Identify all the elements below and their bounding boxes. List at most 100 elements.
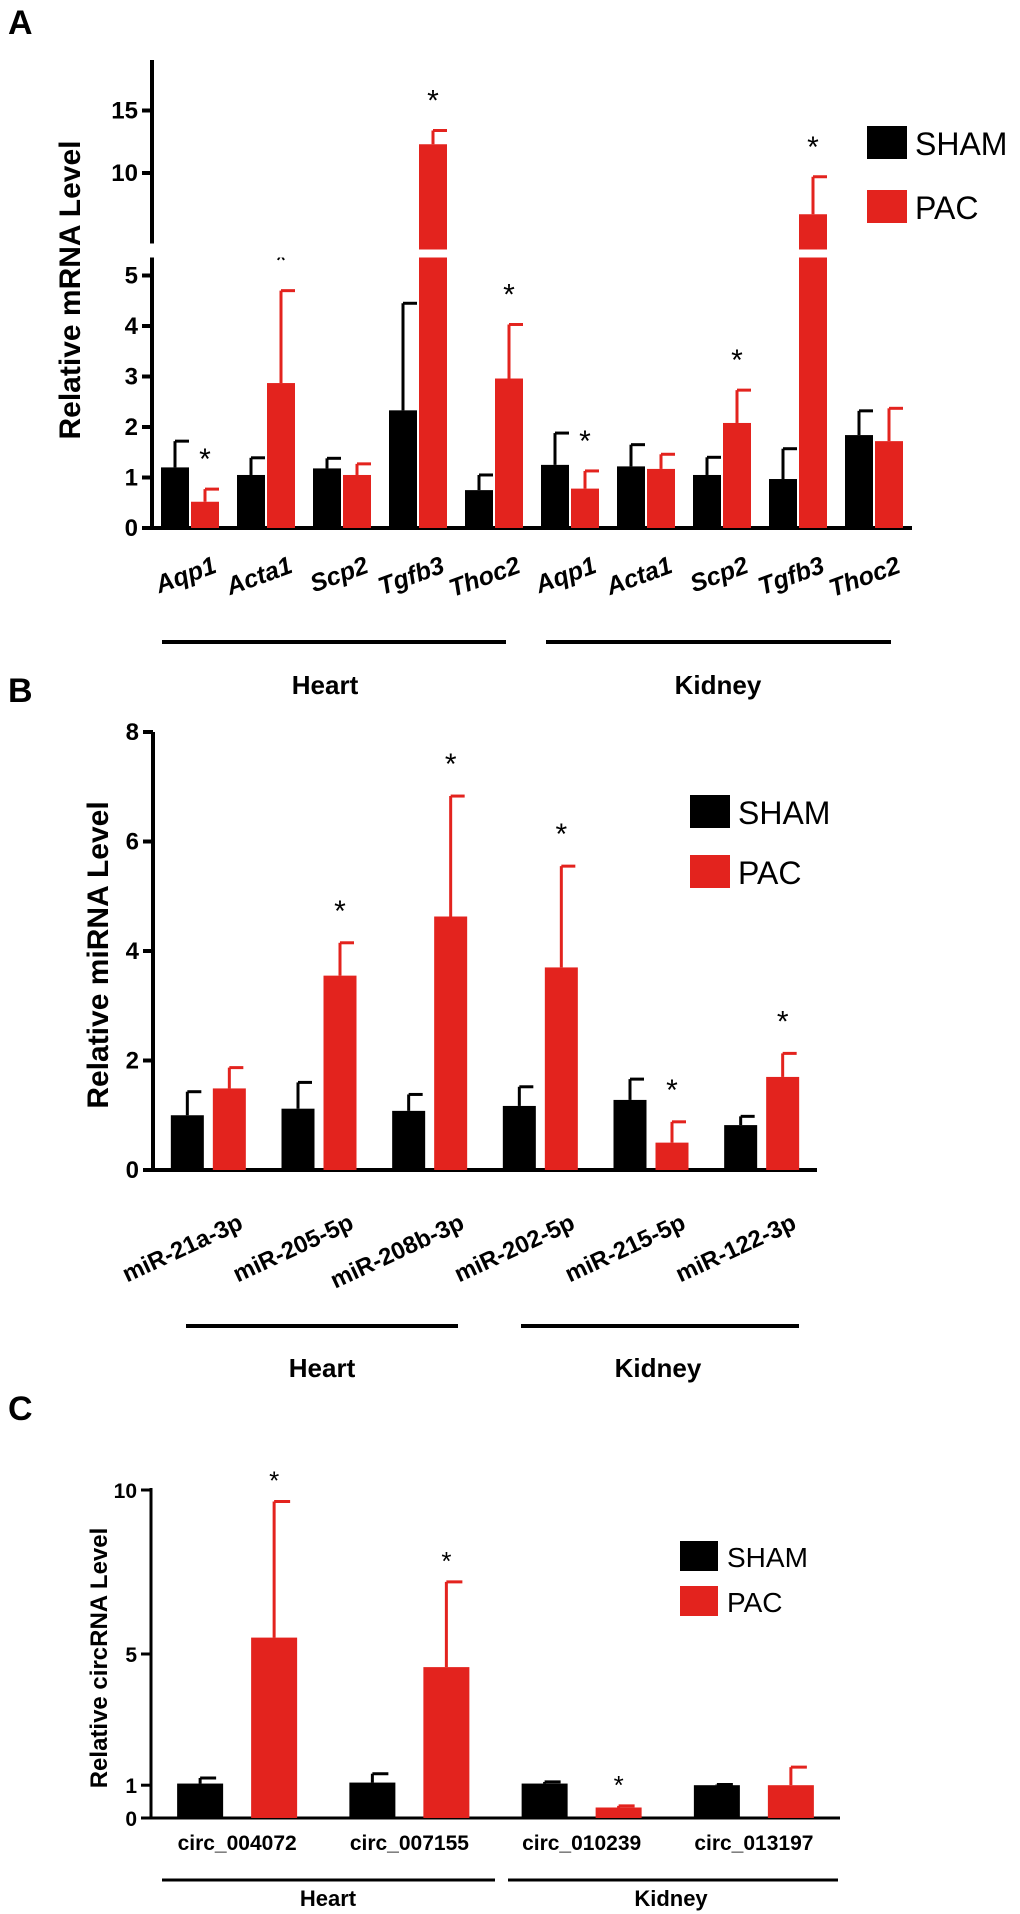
y-tick-label: 5 — [125, 1644, 137, 1667]
y-tick-label: 2 — [125, 414, 138, 441]
sham-bar — [349, 1782, 396, 1818]
y-tick-label: 15 — [111, 98, 138, 125]
y-tick-label: 3 — [125, 364, 138, 391]
sham-bar — [161, 467, 189, 528]
sham-bar — [521, 1783, 568, 1818]
significance-star: * — [427, 85, 439, 118]
panel-c-plot: 0 1 5 10 * * * circ_004072 circ_007155 circ_01023… — [114, 1465, 840, 1855]
y-tick-label: 2 — [126, 1048, 139, 1075]
sham-bar — [177, 1783, 224, 1818]
y-tick-label: 5 — [125, 263, 138, 290]
y-tick-label: 8 — [126, 719, 139, 746]
y-tick-label: 10 — [114, 1480, 137, 1503]
legend-pac-swatch — [690, 855, 730, 888]
sham-bar — [389, 410, 417, 528]
panel-a-ylabel: Relative mRNA Level — [54, 140, 87, 439]
pac-bar — [647, 468, 675, 528]
panel-c-group-heart: Heart — [300, 1886, 357, 1911]
sham-bar — [502, 1105, 536, 1170]
pac-bar — [767, 1785, 814, 1818]
legend-pac-label: PAC — [915, 190, 978, 226]
legend-sham-label: SHAM — [738, 795, 830, 831]
category-label: miR-122-3p — [672, 1209, 801, 1288]
pac-bar — [251, 1637, 298, 1818]
y-tick-label: 1 — [125, 465, 138, 492]
significance-star: * — [614, 1770, 624, 1800]
panel-b-group-kidney: Kidney — [615, 1353, 702, 1383]
significance-star: * — [555, 818, 567, 851]
panel-a-group-heart: Heart — [292, 670, 359, 700]
category-label: Scp2 — [686, 551, 752, 598]
significance-star: * — [503, 278, 515, 311]
pac-bar — [766, 1076, 800, 1170]
pac-bar — [323, 975, 357, 1170]
sham-bar — [724, 1125, 758, 1170]
legend-pac-label: PAC — [738, 855, 801, 891]
y-tick-label: 6 — [126, 829, 139, 856]
sham-bar — [845, 435, 873, 528]
significance-star: * — [731, 344, 743, 377]
legend-sham-label: SHAM — [915, 126, 1007, 162]
sham-bar — [617, 466, 645, 528]
category-label: Aqp1 — [151, 551, 220, 599]
sham-bar — [693, 474, 721, 528]
panel-a-legend: SHAM PAC — [867, 126, 1007, 226]
sham-bar — [541, 464, 569, 528]
pac-bar — [343, 474, 371, 528]
y-tick-label: 4 — [126, 938, 140, 965]
significance-star: * — [199, 443, 211, 476]
pac-bar — [595, 1807, 642, 1818]
category-label: Acta1 — [222, 551, 297, 601]
sham-bar — [613, 1099, 647, 1170]
sham-bar — [392, 1110, 426, 1170]
y-tick-label: 10 — [111, 160, 138, 187]
category-label: Scp2 — [306, 551, 372, 598]
legend-pac-swatch — [867, 190, 907, 223]
pac-bar — [495, 378, 523, 528]
panel-c-label: C — [8, 1390, 33, 1428]
category-label: miR-202-5p — [450, 1209, 579, 1288]
y-tick-label: 1 — [125, 1775, 137, 1798]
category-label: circ_007155 — [350, 1832, 469, 1855]
category-label: miR-215-5p — [561, 1209, 690, 1288]
category-label: Thoc2 — [445, 551, 524, 603]
sham-bar — [170, 1115, 204, 1170]
sham-bar — [693, 1785, 740, 1818]
panel-a-group-kidney: Kidney — [675, 670, 762, 700]
significance-star: * — [334, 895, 346, 928]
sham-bar — [313, 468, 341, 528]
panel-c-group-kidney: Kidney — [634, 1886, 708, 1911]
category-label: Thoc2 — [825, 551, 904, 603]
pac-bar — [571, 488, 599, 528]
sham-bar — [281, 1108, 315, 1170]
y-tick-label: 0 — [125, 1808, 137, 1831]
category-label: Tgfb3 — [755, 551, 829, 601]
legend-sham-swatch — [867, 126, 907, 159]
panel-a-label: A — [8, 4, 33, 42]
pac-bar — [212, 1088, 246, 1170]
sham-bar — [465, 490, 493, 528]
panel-b-label: B — [8, 672, 33, 710]
panel-c-ylabel: Relative circRNA Level — [86, 1528, 113, 1789]
pac-bar — [423, 1667, 470, 1818]
category-label: Aqp1 — [531, 551, 600, 599]
category-label: circ_010239 — [522, 1832, 641, 1855]
pac-bar — [875, 441, 903, 528]
legend-sham-swatch — [690, 795, 730, 828]
category-label: circ_013197 — [694, 1832, 813, 1855]
category-label: miR-21a-3p — [118, 1209, 247, 1288]
pac-bar — [267, 383, 295, 528]
sham-bar — [769, 479, 797, 528]
significance-star: * — [269, 1465, 279, 1495]
significance-star: * — [579, 425, 591, 458]
y-tick-label: 4 — [125, 313, 139, 340]
y-tick-label: 0 — [126, 1157, 139, 1184]
category-label: circ_004072 — [178, 1832, 297, 1855]
axis-break-gap — [138, 249, 912, 258]
pac-bar — [191, 501, 219, 528]
legend-sham-label: SHAM — [727, 1542, 808, 1573]
significance-star: * — [441, 1546, 451, 1576]
category-label: Acta1 — [602, 551, 677, 601]
